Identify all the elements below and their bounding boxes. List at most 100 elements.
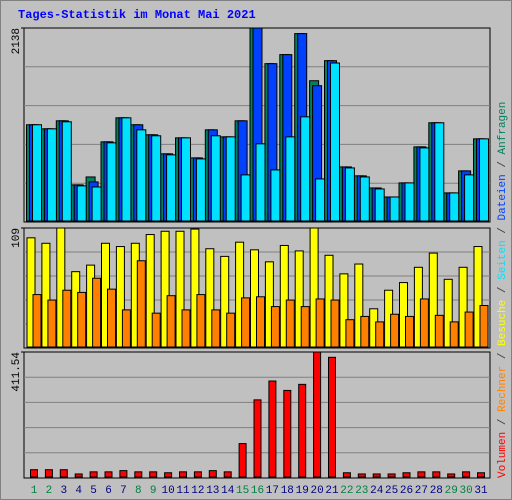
x-tick-label: 20 [310, 485, 323, 497]
bar [402, 472, 411, 478]
bar [136, 129, 147, 222]
x-tick-label: 9 [150, 485, 157, 497]
bar [342, 472, 351, 478]
x-tick-label: 19 [296, 485, 309, 497]
bar [151, 135, 162, 222]
bar [285, 299, 295, 348]
x-tick-label: 28 [430, 485, 443, 497]
bar [417, 471, 426, 478]
legend-separator: / [497, 220, 509, 240]
bar [270, 169, 281, 222]
bar [447, 473, 456, 478]
bar [56, 227, 66, 348]
x-tick-label: 25 [385, 485, 398, 497]
bar [443, 278, 453, 348]
x-tick-label: 17 [266, 485, 279, 497]
chart-title: Tages-Statistik im Monat Mai 2021 [18, 8, 256, 22]
x-tick-label: 15 [236, 485, 249, 497]
bar [166, 295, 176, 348]
bar [175, 230, 185, 348]
x-tick-label: 11 [176, 485, 190, 497]
bar [225, 136, 236, 222]
x-tick-label: 21 [325, 485, 339, 497]
bar [387, 473, 396, 478]
bar [449, 321, 459, 348]
bar [309, 227, 319, 348]
bar [32, 294, 42, 348]
bar [372, 473, 381, 478]
bar [473, 246, 483, 348]
bar [270, 306, 280, 348]
bar [404, 182, 415, 222]
x-tick-label: 27 [415, 485, 428, 497]
bar [419, 298, 429, 348]
x-tick-label: 2 [46, 485, 53, 497]
x-tick-label: 5 [90, 485, 97, 497]
x-tick-label: 18 [281, 485, 294, 497]
bar [238, 443, 247, 478]
x-tick-label: 31 [474, 485, 488, 497]
bar [92, 277, 102, 348]
bar [256, 296, 265, 348]
bar [354, 263, 364, 348]
y-tick-label: 2138 [11, 28, 23, 54]
legend-separator: / [497, 412, 509, 432]
bar [193, 471, 202, 478]
bar [279, 244, 289, 348]
bar [283, 389, 292, 478]
bar [59, 469, 68, 478]
bar [30, 469, 38, 478]
legend-entry: Dateien [497, 174, 509, 220]
bar [313, 351, 322, 478]
bar [46, 128, 57, 222]
bar [106, 142, 117, 222]
bar [375, 321, 385, 348]
bar [264, 261, 274, 348]
bar [241, 297, 251, 348]
x-tick-label: 14 [221, 485, 235, 497]
legend-entry: Anfragen [497, 102, 509, 155]
bar [390, 313, 400, 348]
x-tick-label: 24 [370, 485, 384, 497]
bar [419, 147, 430, 222]
x-tick-label: 10 [161, 485, 174, 497]
bar [339, 273, 349, 348]
bar [136, 260, 146, 348]
bar [44, 469, 53, 478]
legend-entry: Rechner [497, 366, 509, 412]
bar [119, 470, 128, 478]
bar [62, 289, 72, 348]
x-tick-label: 26 [400, 485, 413, 497]
bar [91, 186, 102, 222]
bar [315, 298, 325, 348]
bar [61, 121, 72, 222]
x-tick-label: 29 [445, 485, 458, 497]
bar [190, 228, 200, 348]
bar [181, 309, 191, 348]
bar [359, 176, 370, 222]
bar [462, 471, 471, 478]
x-tick-label: 4 [75, 485, 82, 497]
x-tick-label: 1 [31, 485, 38, 497]
bar [255, 143, 266, 222]
bar [181, 137, 191, 222]
bar [345, 319, 355, 348]
bar [464, 174, 475, 222]
bar [360, 315, 370, 348]
bar [149, 471, 158, 478]
bar [477, 472, 485, 478]
bar [389, 196, 400, 222]
bar [330, 62, 340, 222]
bar [104, 471, 113, 478]
bar [47, 299, 57, 348]
bar [458, 266, 468, 348]
bar [211, 309, 221, 348]
bar [166, 154, 177, 222]
y-tick-label: 411.54 [11, 352, 23, 392]
bar [300, 116, 311, 222]
bar [330, 299, 340, 348]
bar [205, 248, 215, 348]
bar [121, 309, 131, 348]
bar [77, 291, 87, 348]
x-tick-label: 22 [340, 485, 353, 497]
